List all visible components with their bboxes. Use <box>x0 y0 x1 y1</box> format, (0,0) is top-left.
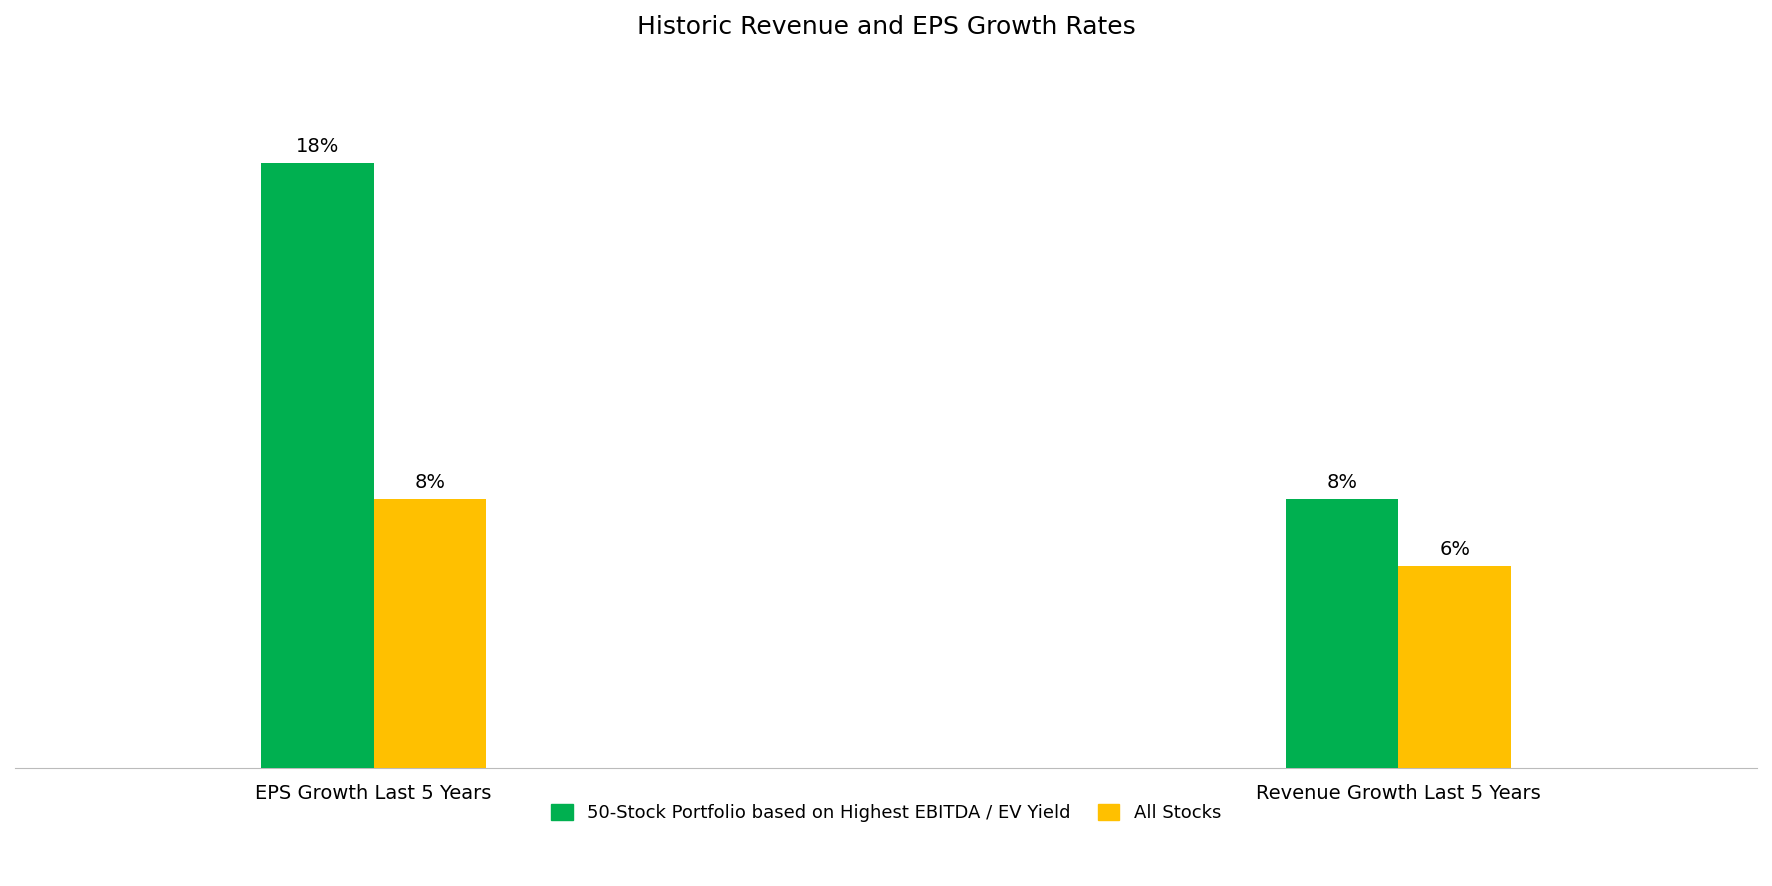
Bar <box>374 499 486 767</box>
Bar <box>1286 499 1398 767</box>
Text: 8%: 8% <box>1327 473 1357 492</box>
Bar <box>1398 566 1512 767</box>
Text: 8%: 8% <box>415 473 445 492</box>
Legend: 50-Stock Portfolio based on Highest EBITDA / EV Yield, All Stocks: 50-Stock Portfolio based on Highest EBIT… <box>544 797 1228 829</box>
Bar <box>260 163 374 767</box>
Text: 18%: 18% <box>296 136 338 156</box>
Text: 6%: 6% <box>1439 540 1471 559</box>
Title: Historic Revenue and EPS Growth Rates: Historic Revenue and EPS Growth Rates <box>636 15 1136 39</box>
